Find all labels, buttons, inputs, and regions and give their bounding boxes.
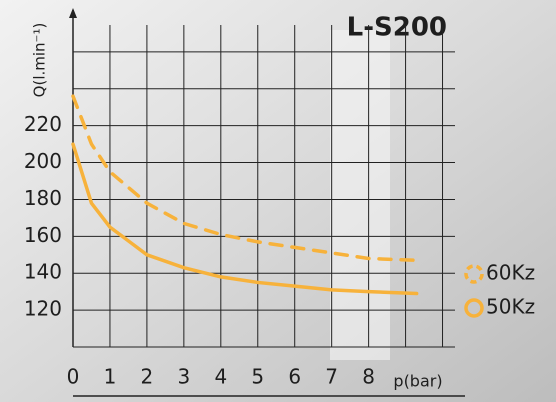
background-highlight	[330, 30, 390, 360]
y-tick-label: 160	[24, 223, 62, 247]
x-axis-label: p(bar)	[393, 372, 442, 391]
x-tick-label: 5	[251, 365, 264, 389]
x-tick-label: 6	[288, 365, 301, 389]
y-axis-arrow	[69, 8, 77, 18]
legend-label: 50Kz	[486, 295, 535, 319]
x-tick-label: 8	[362, 365, 375, 389]
series-line	[71, 94, 419, 263]
legend-label: 60Kz	[486, 261, 535, 285]
chart-title: L-S200	[347, 13, 447, 43]
y-tick-label: 120	[24, 297, 62, 321]
x-tick-label: 2	[141, 365, 154, 389]
x-tick-label: 3	[177, 365, 190, 389]
x-tick-label: 1	[104, 365, 117, 389]
x-tick-label: 0	[67, 365, 80, 389]
y-tick-label: 220	[24, 112, 62, 136]
legend-icon	[464, 298, 484, 318]
y-tick-label: 140	[24, 260, 62, 284]
y-tick-label: 180	[24, 186, 62, 210]
x-tick-label: 7	[325, 365, 338, 389]
y-tick-label: 200	[24, 149, 62, 173]
legend-icon	[464, 264, 484, 284]
x-tick-label: 4	[214, 365, 227, 389]
y-axis-label: Q(l.min⁻¹)	[31, 23, 49, 98]
series-line	[71, 142, 419, 296]
